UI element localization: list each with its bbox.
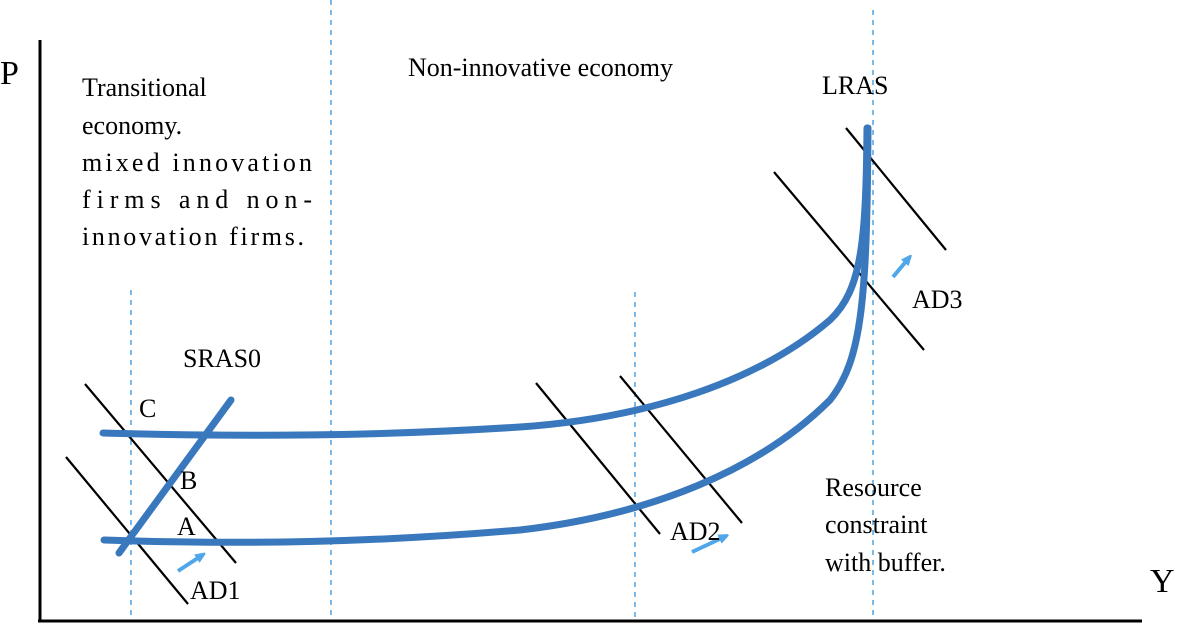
transitional-line-3: mixed innovation: [82, 148, 312, 177]
transitional-line-4: firms and non-: [82, 185, 312, 214]
ad1-line-upper: [84, 383, 237, 564]
sras0-label: SRAS0: [183, 344, 261, 373]
resource-line-3: with buffer.: [825, 548, 946, 577]
point-c-label: C: [139, 394, 156, 423]
non-innovative-economy-text: Non-innovative economy: [408, 53, 673, 82]
upper-supply-curve: [99, 124, 871, 439]
ad3-line-left: [773, 171, 925, 351]
ad3-label: AD3: [912, 285, 963, 314]
resource-line-1: Resource: [825, 473, 922, 502]
lower-supply-curve: [100, 124, 872, 546]
resource-line-2: constraint: [825, 510, 928, 539]
ad3-line-right: [845, 127, 947, 251]
ad2-line-right: [619, 375, 743, 524]
ad2-label: AD2: [670, 517, 721, 546]
point-a-label: A: [177, 512, 196, 541]
transitional-line-2: economy.: [82, 111, 182, 140]
lras-label: LRAS: [822, 71, 888, 100]
ad1-label: AD1: [190, 576, 241, 605]
ad2-shift-arrow-icon: [691, 537, 724, 554]
point-b-label: B: [180, 466, 197, 495]
ad1-shift-arrow-icon: [176, 556, 201, 573]
resource-constraint-text: Resource constraint with buffer.: [825, 473, 946, 577]
transitional-economy-text: Transitional economy. mixed innovation f…: [82, 73, 312, 251]
x-axis-label: Y: [1150, 563, 1175, 600]
ad3-shift-arrow-icon: [891, 259, 908, 279]
y-axis-label: P: [0, 55, 19, 92]
sras0-curve: [115, 396, 235, 557]
ad1-line-lower: [65, 456, 189, 605]
transitional-line-5: innovation firms.: [82, 222, 304, 251]
transitional-line-1: Transitional: [82, 73, 207, 102]
